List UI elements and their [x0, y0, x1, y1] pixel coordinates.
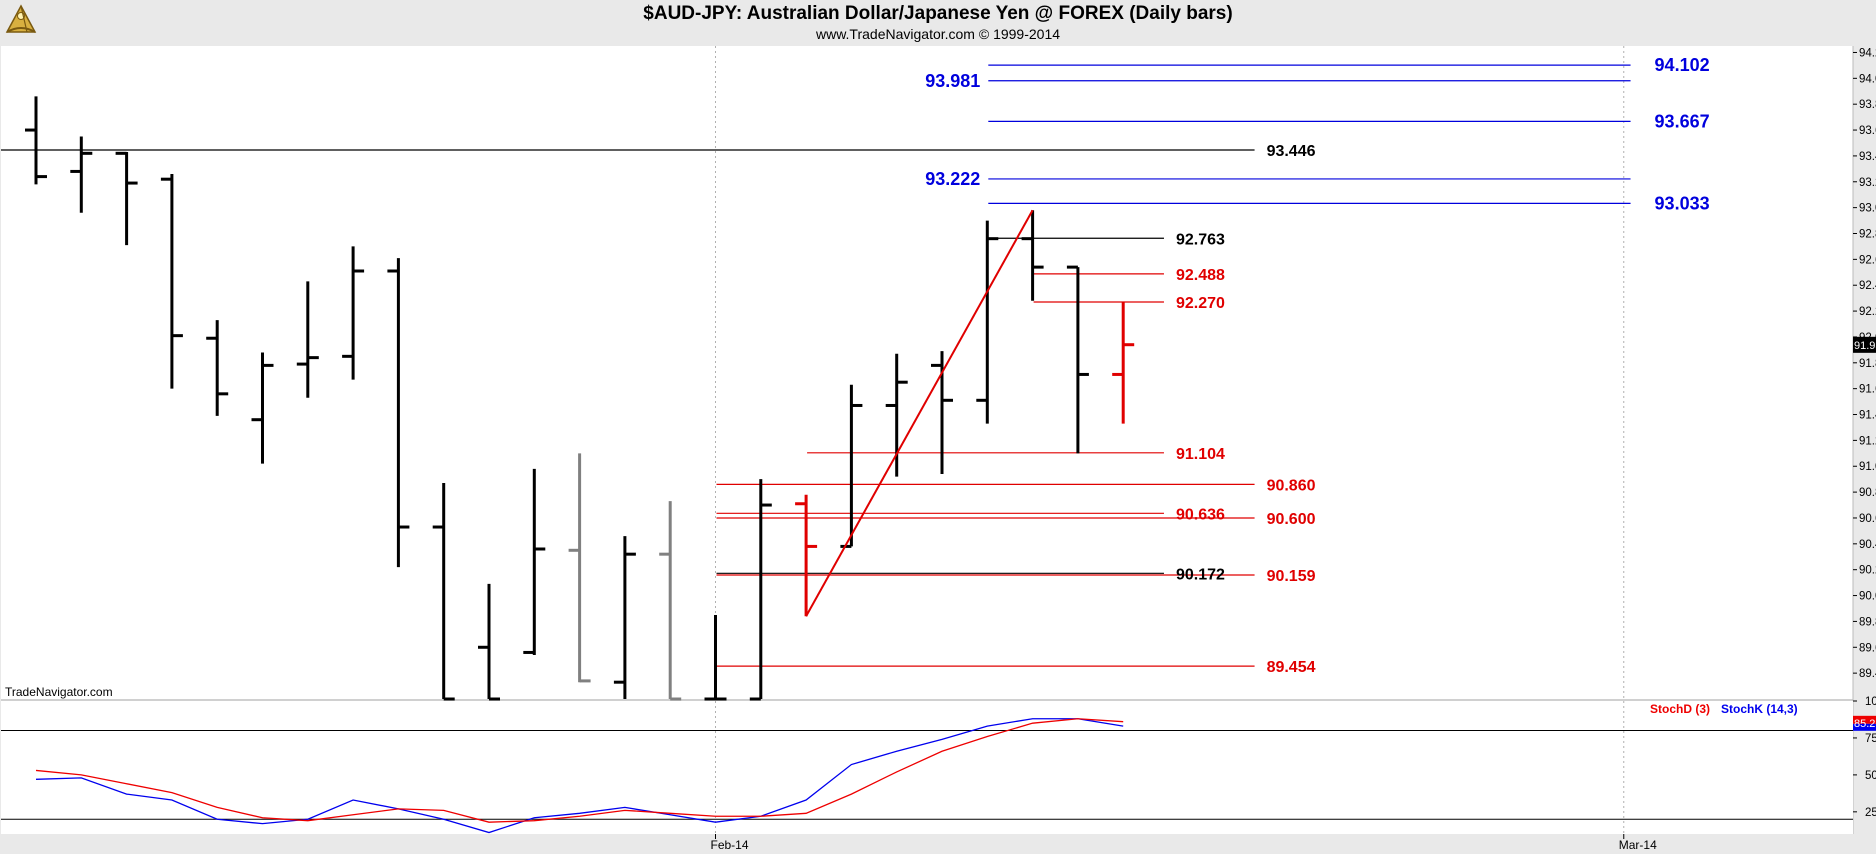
last-price-badge — [1853, 336, 1876, 353]
watermark: TradeNavigator.com — [5, 685, 113, 699]
level-label: 93.222 — [925, 169, 980, 189]
stoch-y-tick-label: 50 — [1865, 770, 1876, 782]
y-tick-label: 91.800 — [1859, 358, 1876, 370]
ohlc-bar[interactable] — [296, 281, 319, 398]
y-tick-label: 91.600 — [1859, 384, 1876, 396]
sextant-logo-icon — [5, 4, 37, 33]
x-tick-label: Feb-14 — [710, 838, 748, 852]
y-tick-label: 92.200 — [1859, 306, 1876, 318]
y-tick-label: 94.200 — [1859, 47, 1876, 59]
y-tick-label: 92.400 — [1859, 280, 1876, 292]
y-tick-label: 91.000 — [1859, 461, 1876, 473]
y-tick-label: 89.800 — [1859, 616, 1876, 628]
y-tick-label: 89.400 — [1859, 668, 1876, 680]
level-label: 93.446 — [1267, 143, 1316, 160]
ohlc-bar[interactable] — [70, 136, 93, 213]
level-label: 93.033 — [1655, 193, 1710, 213]
level-label: 93.981 — [925, 71, 980, 91]
price-panel[interactable] — [1, 46, 1853, 699]
level-label: 89.454 — [1267, 659, 1316, 676]
ohlc-bar[interactable] — [749, 479, 772, 701]
y-tick-label: 93.200 — [1859, 177, 1876, 189]
chart-subtitle: www.TradeNavigator.com © 1999-2014 — [815, 26, 1061, 42]
level-label: 92.270 — [1176, 295, 1225, 312]
chart-title: $AUD-JPY: Australian Dollar/Japanese Yen… — [643, 3, 1233, 24]
stoch-series-line[interactable] — [35, 718, 1124, 834]
ohlc-bar[interactable] — [1112, 302, 1135, 424]
y-tick-label: 90.200 — [1859, 565, 1876, 577]
ohlc-bar[interactable] — [387, 258, 410, 568]
stoch-last-value: 85.23 — [1854, 718, 1876, 730]
app-logo — [3, 2, 39, 38]
ohlc-bar[interactable] — [342, 246, 365, 380]
stoch-y-tick-label: 75 — [1865, 733, 1876, 745]
ohlc-bar[interactable] — [523, 468, 546, 656]
last-price-label: 91.939 — [1854, 340, 1876, 352]
ohlc-bar[interactable] — [160, 174, 183, 389]
level-label: 92.763 — [1176, 231, 1225, 248]
ohlc-bar[interactable] — [115, 151, 138, 246]
stoch-series-line[interactable] — [35, 718, 1124, 823]
y-tick-label: 89.600 — [1859, 642, 1876, 654]
level-label: 92.488 — [1176, 267, 1225, 284]
ohlc-bar[interactable] — [659, 501, 682, 701]
level-label: 90.600 — [1267, 511, 1316, 528]
y-tick-label: 92.600 — [1859, 254, 1876, 266]
level-label: 90.172 — [1176, 566, 1225, 583]
y-tick-label: 91.200 — [1859, 435, 1876, 447]
y-tick-label: 94.000 — [1859, 73, 1876, 85]
ohlc-bar[interactable] — [568, 453, 591, 683]
ohlc-bar[interactable] — [885, 353, 908, 477]
y-tick-label: 93.600 — [1859, 125, 1876, 137]
y-tick-label: 91.400 — [1859, 410, 1876, 422]
y-tick-label: 92.800 — [1859, 228, 1876, 240]
ohlc-bar[interactable] — [795, 494, 818, 617]
ohlc-bar[interactable] — [704, 614, 727, 701]
ohlc-bar[interactable] — [432, 483, 455, 701]
level-label: 91.104 — [1176, 446, 1225, 463]
stochastic-panel[interactable] — [1, 701, 1853, 834]
ohlc-bar[interactable] — [1021, 210, 1044, 301]
y-tick-label: 93.000 — [1859, 203, 1876, 215]
stoch-badge-d — [1853, 715, 1876, 724]
stoch-y-tick-label: 25 — [1865, 807, 1876, 819]
ohlc-bar[interactable] — [613, 536, 636, 699]
y-tick-label: 93.800 — [1859, 99, 1876, 111]
ohlc-bar[interactable] — [206, 320, 229, 416]
ohlc-bar[interactable] — [251, 352, 274, 464]
level-label: 90.159 — [1267, 568, 1316, 585]
y-tick-label: 90.400 — [1859, 539, 1876, 551]
y-tick-label: 93.400 — [1859, 151, 1876, 163]
stoch-y-tick-label: 100 — [1865, 696, 1876, 708]
level-label: 93.667 — [1655, 111, 1710, 131]
legend-stochk: StochK (14,3) — [1721, 702, 1798, 716]
level-label: 90.636 — [1176, 506, 1225, 523]
y-tick-label: 90.000 — [1859, 591, 1876, 603]
level-label: 90.860 — [1267, 477, 1316, 494]
y-tick-label: 90.600 — [1859, 513, 1876, 525]
ohlc-bar[interactable] — [1066, 265, 1089, 454]
x-tick-label: Mar-14 — [1619, 838, 1657, 852]
y-tick-label: 90.800 — [1859, 487, 1876, 499]
ohlc-bar[interactable] — [976, 220, 999, 424]
ohlc-bar[interactable] — [478, 583, 500, 701]
trendline[interactable] — [805, 209, 1034, 617]
legend-stochd: StochD (3) — [1650, 702, 1710, 716]
ohlc-bar[interactable] — [25, 96, 47, 185]
level-label: 94.102 — [1655, 55, 1710, 75]
stoch-badge-k — [1853, 723, 1876, 731]
